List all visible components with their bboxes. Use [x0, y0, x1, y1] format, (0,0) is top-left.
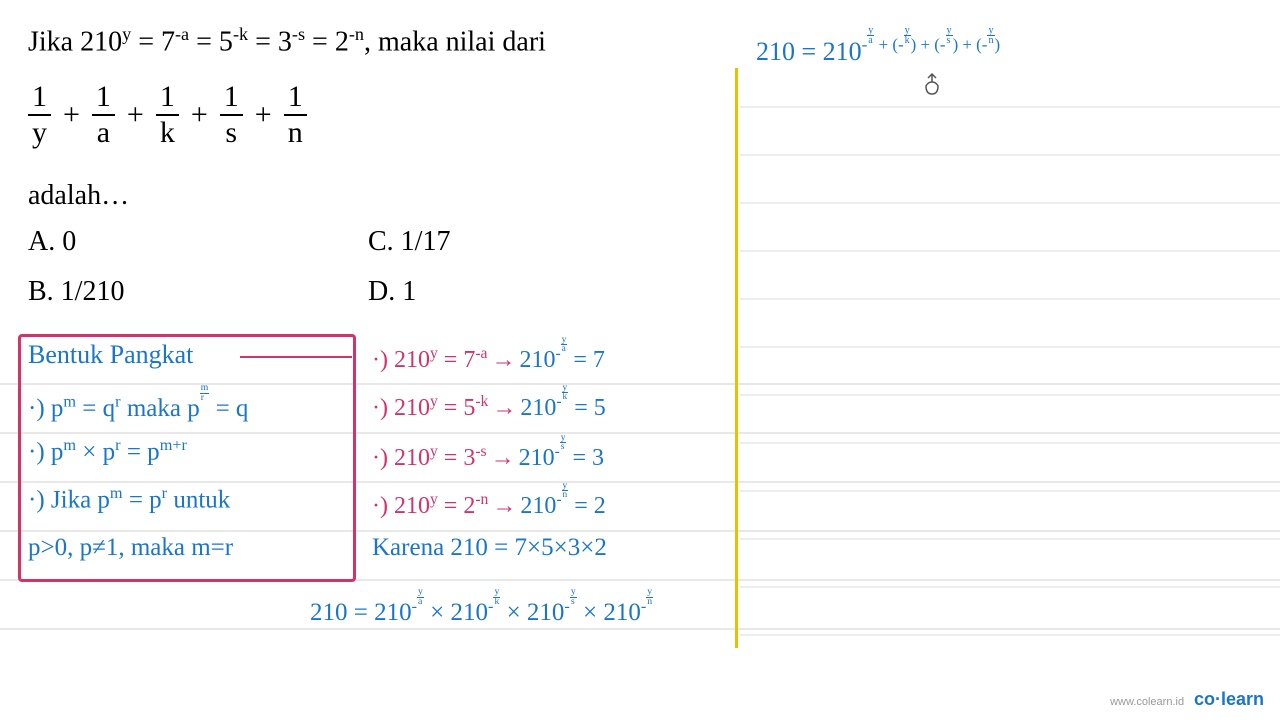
- karena-text: Karena 210 = 7×5×3×2: [372, 534, 607, 562]
- q-exp4: -s: [292, 24, 305, 44]
- bottom-equation: 210 = 210-ya × 210-yk × 210-ys × 210-yn: [310, 590, 653, 627]
- rule-4: p>0, p≠1, maka m=r: [28, 534, 233, 562]
- option-b: B. 1/210: [28, 276, 368, 308]
- frac-5: 1n: [284, 82, 307, 148]
- work-2: ·) 210y = 5-k → 210-yk = 5: [372, 386, 606, 422]
- top-right-equation: 210 = 210-ya + (-yk) + (-ys) + (-yn): [756, 28, 1000, 67]
- fraction-sum: 1y + 1a + 1k + 1s + 1n: [28, 82, 307, 148]
- question-text: Jika 210y = 7-a = 5-k = 3-s = 2-n, maka …: [28, 24, 546, 58]
- adalah-text: adalah…: [28, 180, 129, 212]
- q-exp1: y: [122, 24, 131, 44]
- plus-1: +: [59, 98, 84, 132]
- plus-3: +: [187, 98, 212, 132]
- q-eq3: = 3: [248, 26, 292, 57]
- rules-title-line: [240, 356, 352, 358]
- plus-2: +: [123, 98, 148, 132]
- rule-2: ·) pm × pr = pm+r: [28, 436, 187, 466]
- q-eq4: = 2: [305, 26, 349, 57]
- cursor-icon: [920, 72, 944, 106]
- rule-3: ·) Jika pm = pr untuk: [28, 484, 230, 514]
- ruled-background-right: [740, 60, 1280, 660]
- rules-title: Bentuk Pangkat: [28, 340, 193, 370]
- option-a: A. 0: [28, 226, 368, 258]
- q-suffix: , maka nilai dari: [364, 26, 546, 57]
- option-d: D. 1: [368, 276, 708, 308]
- plus-4: +: [251, 98, 276, 132]
- frac-4: 1s: [220, 82, 243, 148]
- frac-3: 1k: [156, 82, 179, 148]
- q-prefix: Jika 210: [28, 26, 122, 57]
- watermark-brand: co·learn: [1194, 689, 1264, 709]
- q-exp2: -a: [175, 24, 189, 44]
- option-c: C. 1/17: [368, 226, 708, 258]
- frac-2: 1a: [92, 82, 115, 148]
- frac-1: 1y: [28, 82, 51, 148]
- options-grid: A. 0 C. 1/17 B. 1/210 D. 1: [28, 226, 708, 308]
- rule-1: ·) pm = qr maka pmr = q: [28, 386, 248, 423]
- work-1: ·) 210y = 7-a → 210-ya = 7: [372, 338, 605, 374]
- vertical-divider: [735, 68, 738, 648]
- q-exp5: -n: [349, 24, 364, 44]
- q-exp3: -k: [233, 24, 248, 44]
- q-eq1: = 7: [131, 26, 175, 57]
- work-3: ·) 210y = 3-s → 210-ys = 3: [372, 436, 604, 472]
- watermark-domain: www.colearn.id: [1110, 696, 1184, 708]
- q-eq2: = 5: [189, 26, 233, 57]
- watermark: www.colearn.id co·learn: [1110, 689, 1264, 710]
- work-4: ·) 210y = 2-n → 210-yn = 2: [372, 484, 606, 520]
